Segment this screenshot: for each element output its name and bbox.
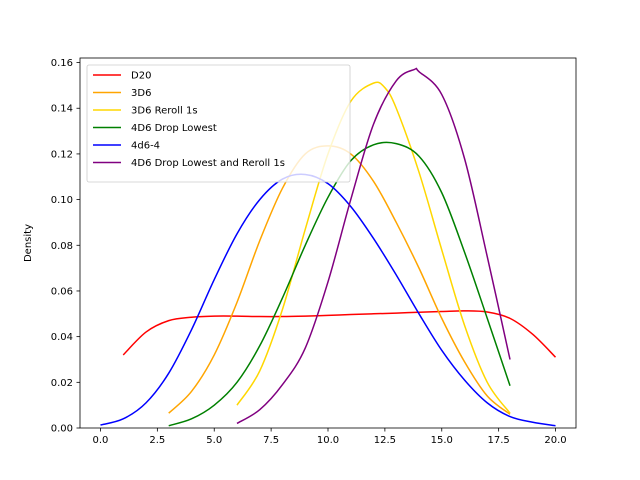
legend: D20 3D6 3D6 Reroll 1s 4D6 Drop Lowest 4d6-4 4… [86, 64, 351, 183]
series-line-2 [236, 81, 511, 414]
legend-label-1: 3D6 [131, 88, 151, 99]
y-tick-label: 0.00 [51, 424, 73, 435]
y-tick-label: 0.10 [51, 195, 73, 206]
y-tick-label: 0.16 [51, 58, 73, 69]
x-axis-ticks: 0.0 2.5 5.0 7.5 10.0 12.5 15.0 17.5 20.0 [93, 428, 567, 446]
y-tick-label: 0.04 [51, 332, 73, 343]
legend-label-3: 4D6 Drop Lowest [131, 123, 217, 134]
x-tick-label: 10.0 [317, 435, 339, 446]
x-tick-label: 12.5 [374, 435, 396, 446]
series-line-5 [236, 67, 511, 425]
y-tick-label: 0.06 [51, 286, 73, 297]
x-tick-label: 5.0 [206, 435, 222, 446]
y-tick-label: 0.08 [51, 241, 73, 252]
y-tick-label: 0.14 [51, 104, 73, 115]
x-tick-label: 0.0 [93, 435, 109, 446]
legend-label-4: 4d6-4 [131, 141, 160, 152]
series-line-4 [100, 173, 556, 427]
legend-box [86, 64, 351, 183]
x-tick-label: 20.0 [544, 435, 566, 446]
legend-label-0: D20 [131, 71, 151, 82]
x-tick-label: 17.5 [488, 435, 510, 446]
x-tick-label: 2.5 [149, 435, 165, 446]
y-axis-ticks: 0.00 0.02 0.04 0.06 0.08 0.10 0.12 0.14 0.16 [51, 58, 80, 435]
y-axis-label: Density [23, 224, 34, 262]
x-tick-label: 15.0 [431, 435, 453, 446]
legend-label-2: 3D6 Reroll 1s [131, 106, 198, 117]
legend-label-5: 4D6 Drop Lowest and Reroll 1s [131, 158, 285, 169]
y-tick-label: 0.12 [51, 149, 73, 160]
x-tick-label: 7.5 [263, 435, 279, 446]
y-tick-label: 0.02 [51, 378, 73, 389]
